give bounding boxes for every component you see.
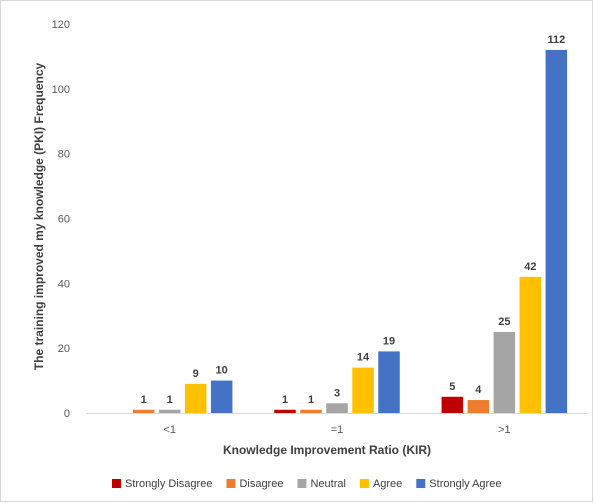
data-label: 25 bbox=[498, 316, 510, 328]
bar bbox=[352, 367, 374, 413]
legend-label: Agree bbox=[373, 478, 402, 490]
legend-swatch bbox=[297, 479, 307, 488]
bar bbox=[441, 396, 464, 413]
bar bbox=[274, 409, 296, 413]
bar bbox=[132, 409, 155, 413]
legend-label: Strongly Agree bbox=[429, 478, 501, 490]
legend-label: Neutral bbox=[310, 478, 345, 490]
bar bbox=[326, 403, 348, 413]
bars bbox=[132, 49, 568, 413]
bar bbox=[184, 383, 207, 413]
legend-swatch bbox=[416, 479, 426, 488]
data-label: 1 bbox=[282, 394, 288, 406]
data-label: 9 bbox=[193, 368, 199, 380]
y-axis-ticks: 0 20 40 60 80 100 120 bbox=[52, 19, 70, 420]
bar bbox=[210, 380, 233, 413]
legend-swatch bbox=[112, 479, 121, 488]
x-tick-label: =1 bbox=[331, 424, 344, 436]
y-tick-label: 100 bbox=[52, 84, 70, 96]
legend-swatch bbox=[226, 479, 236, 488]
bar bbox=[493, 331, 516, 413]
y-tick-label: 40 bbox=[58, 278, 70, 290]
bar bbox=[300, 409, 322, 413]
y-tick-label: 120 bbox=[52, 19, 70, 31]
legend-swatch bbox=[359, 479, 369, 488]
data-label: 3 bbox=[334, 387, 340, 399]
x-tick-label: <1 bbox=[163, 424, 176, 436]
bar bbox=[378, 351, 400, 413]
x-tick-label: >1 bbox=[498, 424, 511, 436]
y-tick-label: 20 bbox=[58, 343, 70, 355]
data-label: 10 bbox=[216, 365, 228, 377]
y-axis-title: The training improved my knowledge (PKI)… bbox=[32, 62, 46, 370]
legend-label: Disagree bbox=[239, 478, 283, 490]
x-axis-title: Knowledge Improvement Ratio (KIR) bbox=[223, 443, 431, 457]
data-label: 5 bbox=[449, 381, 455, 393]
legend-label: Strongly Disagree bbox=[125, 478, 212, 490]
data-label: 14 bbox=[357, 352, 370, 364]
data-label: 1 bbox=[167, 394, 173, 406]
data-label: 112 bbox=[547, 34, 565, 46]
x-axis-categories: <1 =1 >1 bbox=[163, 424, 510, 436]
y-tick-label: 80 bbox=[58, 149, 70, 161]
bar bbox=[467, 400, 490, 413]
data-label: 42 bbox=[524, 261, 536, 273]
data-label: 1 bbox=[308, 394, 314, 406]
bar bbox=[158, 409, 181, 413]
data-label: 19 bbox=[383, 335, 395, 347]
legend: Strongly Disagree Disagree Neutral Agree Str… bbox=[112, 478, 501, 490]
y-tick-label: 0 bbox=[64, 408, 70, 420]
data-label: 4 bbox=[475, 384, 482, 396]
bar bbox=[519, 276, 542, 413]
data-label: 1 bbox=[141, 394, 147, 406]
bar bbox=[545, 49, 568, 413]
y-tick-label: 60 bbox=[58, 214, 70, 226]
